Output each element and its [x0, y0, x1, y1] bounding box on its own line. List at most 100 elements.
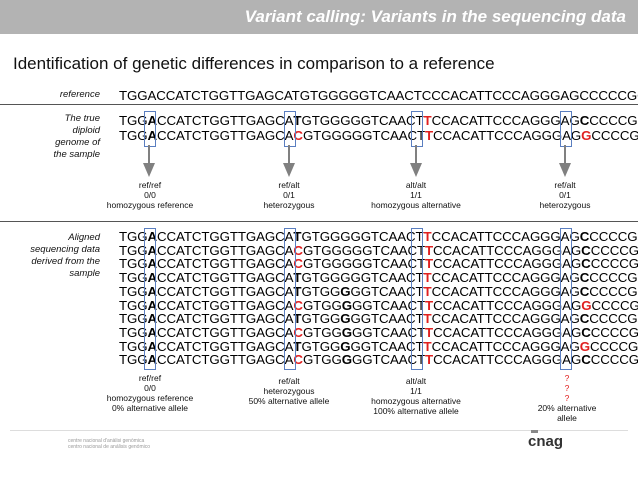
arrow-down-icon [559, 145, 571, 177]
sequence-segment: CCACATTCCCAGGGAG [433, 297, 582, 313]
sequence-segment: CCATCTGGTTGAGCA [157, 256, 294, 272]
sequence-segment: GTGG [302, 297, 342, 313]
variant-box-1-aligned [144, 228, 156, 370]
annotation-line: ref/alt [278, 180, 300, 190]
sequence-segment: GTGGGGGTCAACT [301, 113, 424, 128]
sequence-segment: CCCCGG [591, 297, 638, 313]
annotation-line: ? [564, 373, 570, 383]
variant-base: A [147, 283, 158, 299]
variant-base: A [147, 352, 158, 368]
reference-label: reference [59, 89, 100, 100]
variant-base: T [293, 113, 302, 128]
sequence-segment: TGG [119, 283, 148, 299]
variant-base: A [147, 311, 158, 327]
sequence-segment: CCCCGG [589, 113, 638, 128]
sequence-segment: CCCCGG [590, 324, 638, 340]
sequence-row: TGGACCATCTGGTTGAGCATGTGGGGGTCAACTTCCACAT… [119, 270, 638, 285]
annotation-line: 1/1 [410, 190, 422, 200]
title-bar: Variant calling: Variants in the sequenc… [0, 0, 638, 34]
sequence-row: TGGACCATCTGGTTGAGCATGTGGGGGTCAACTTCCACAT… [119, 311, 638, 326]
variant-base: T [293, 311, 302, 327]
annotation-line: heterozygous [263, 200, 315, 210]
sequence-segment: GGTCAACT [351, 324, 426, 340]
variant-base: A [147, 229, 158, 244]
variant-base: A [147, 324, 158, 340]
sequence-segment: CCCCGG [589, 338, 638, 354]
row-label-line: The true [64, 113, 100, 124]
sequence-segment: TGG [119, 311, 148, 327]
sequence-segment: CCACATTCCCAGGGAG [431, 311, 580, 327]
sequence-segment: CCACATTCCCAGGGAG [431, 283, 580, 299]
variant-base: C [579, 113, 590, 128]
annotation-line: ref/ref [138, 373, 162, 383]
variant-box-4-aligned [560, 228, 572, 370]
sequence-segment: GGTCAACT [350, 311, 424, 327]
variant-base: T [423, 113, 432, 128]
row-label-line: sample [69, 268, 100, 279]
arrow-down-icon [283, 145, 295, 177]
call-annotation: ref/alt heterozygous 50% alternative allel… [237, 376, 341, 406]
variant-base: G [341, 352, 352, 368]
sequence-segment: CCACATTCCCAGGGAG [431, 229, 580, 244]
variant-base: T [425, 352, 434, 368]
sequence-row: TGGACCATCTGGTTGAGCATGTGGGGGTCAACTTCCACAT… [119, 229, 638, 244]
variant-base: G [340, 311, 351, 327]
annotation-line: alt/alt [405, 376, 427, 386]
divider-top [0, 104, 638, 105]
sequence-segment: TGG [119, 352, 148, 368]
sequence-segment: TGG [119, 324, 148, 340]
call-annotation: alt/alt 1/1 homozygous alternative 100% alt… [360, 376, 472, 416]
sequence-segment: CCCCGG [590, 256, 638, 272]
variant-base: C [293, 128, 303, 143]
sequence-segment: CCACATTCCCAGGGAG [433, 324, 582, 340]
sequence-segment: CCATCTGGTTGAGCA [157, 242, 294, 258]
divider-middle [0, 221, 638, 222]
variant-box-3-aligned [411, 228, 423, 370]
reference-sequence: TGGACCATCTGGTTGAGCATGTGGGGGTCAACTCCCACAT… [119, 88, 638, 103]
sequence-segment: CCACATTCCCAGGGAG [433, 352, 582, 368]
diploid-genome-label: The true diploid genome of the sample [54, 113, 100, 161]
variant-base: C [581, 242, 591, 258]
sequence-segment: TGG [119, 270, 148, 286]
annotation-line: ref/alt [554, 180, 576, 190]
annotation-line: 0/0 [144, 383, 156, 393]
annotation-line: alt/alt [405, 180, 427, 190]
variant-base: T [423, 338, 432, 354]
sequence-segment: GTGG [301, 283, 341, 299]
annotation-line: 1/1 [410, 386, 422, 396]
variant-base: T [423, 229, 432, 244]
variant-base: G [341, 324, 352, 340]
sequence-segment: CCATCTGGTTGAGCA [157, 128, 294, 143]
variant-base: T [425, 256, 434, 272]
arrow-down-icon [143, 145, 155, 177]
sequence-segment: CCATCTGGTTGAGCA [157, 297, 294, 313]
sequence-segment: GTGG [301, 338, 341, 354]
sequence-segment: GTGG [301, 311, 341, 327]
variant-base: T [423, 270, 432, 286]
annotation-line: ? [564, 383, 570, 393]
annotation-line: 0/1 [283, 190, 295, 200]
genotype-annotation: ref/alt 0/1 heterozygous [239, 180, 339, 210]
sequence-segment: CCATCTGGTTGAGCA [157, 113, 294, 128]
genotype-annotation: ref/alt 0/1 heterozygous [515, 180, 615, 210]
sequence-segment: CCCCGG [590, 352, 638, 368]
sequence-segment: CCACATTCCCAGGGAG [431, 338, 580, 354]
sequence-segment: GTGGGGGTCAACT [302, 256, 426, 272]
annotation-line: heterozygous [539, 200, 591, 210]
variant-base: A [147, 338, 158, 354]
sequence-segment: CCACATTCCCAGGGAG [433, 128, 582, 143]
sequence-segment: CCCCGG [590, 242, 638, 258]
sequence-segment: CCACATTCCCAGGGAG [433, 242, 582, 258]
sequence-row: TGGACCATCTGGTTGAGCATGTGGGGGTCAACTTCCACAT… [119, 284, 638, 299]
row-label-line: the sample [53, 149, 100, 160]
aligned-reads-label: Aligned sequencing data derived from the sa… [30, 232, 100, 280]
annotation-line: heterozygous [263, 386, 315, 396]
sequence-segment: CCATCTGGTTGAGCA [157, 283, 294, 299]
variant-base: T [423, 283, 432, 299]
sequence-segment: CCCCGG [589, 270, 638, 286]
annotation-line: ref/ref [138, 180, 162, 190]
footer-institution: centre nacional d'anàlisi genòmica centr… [68, 438, 150, 450]
sequence-row: TGGACCATCTGGTTGAGCACGTGGGGGTCAACTTCCACAT… [119, 243, 638, 258]
variant-base: C [293, 324, 303, 340]
variant-base: C [293, 297, 303, 313]
